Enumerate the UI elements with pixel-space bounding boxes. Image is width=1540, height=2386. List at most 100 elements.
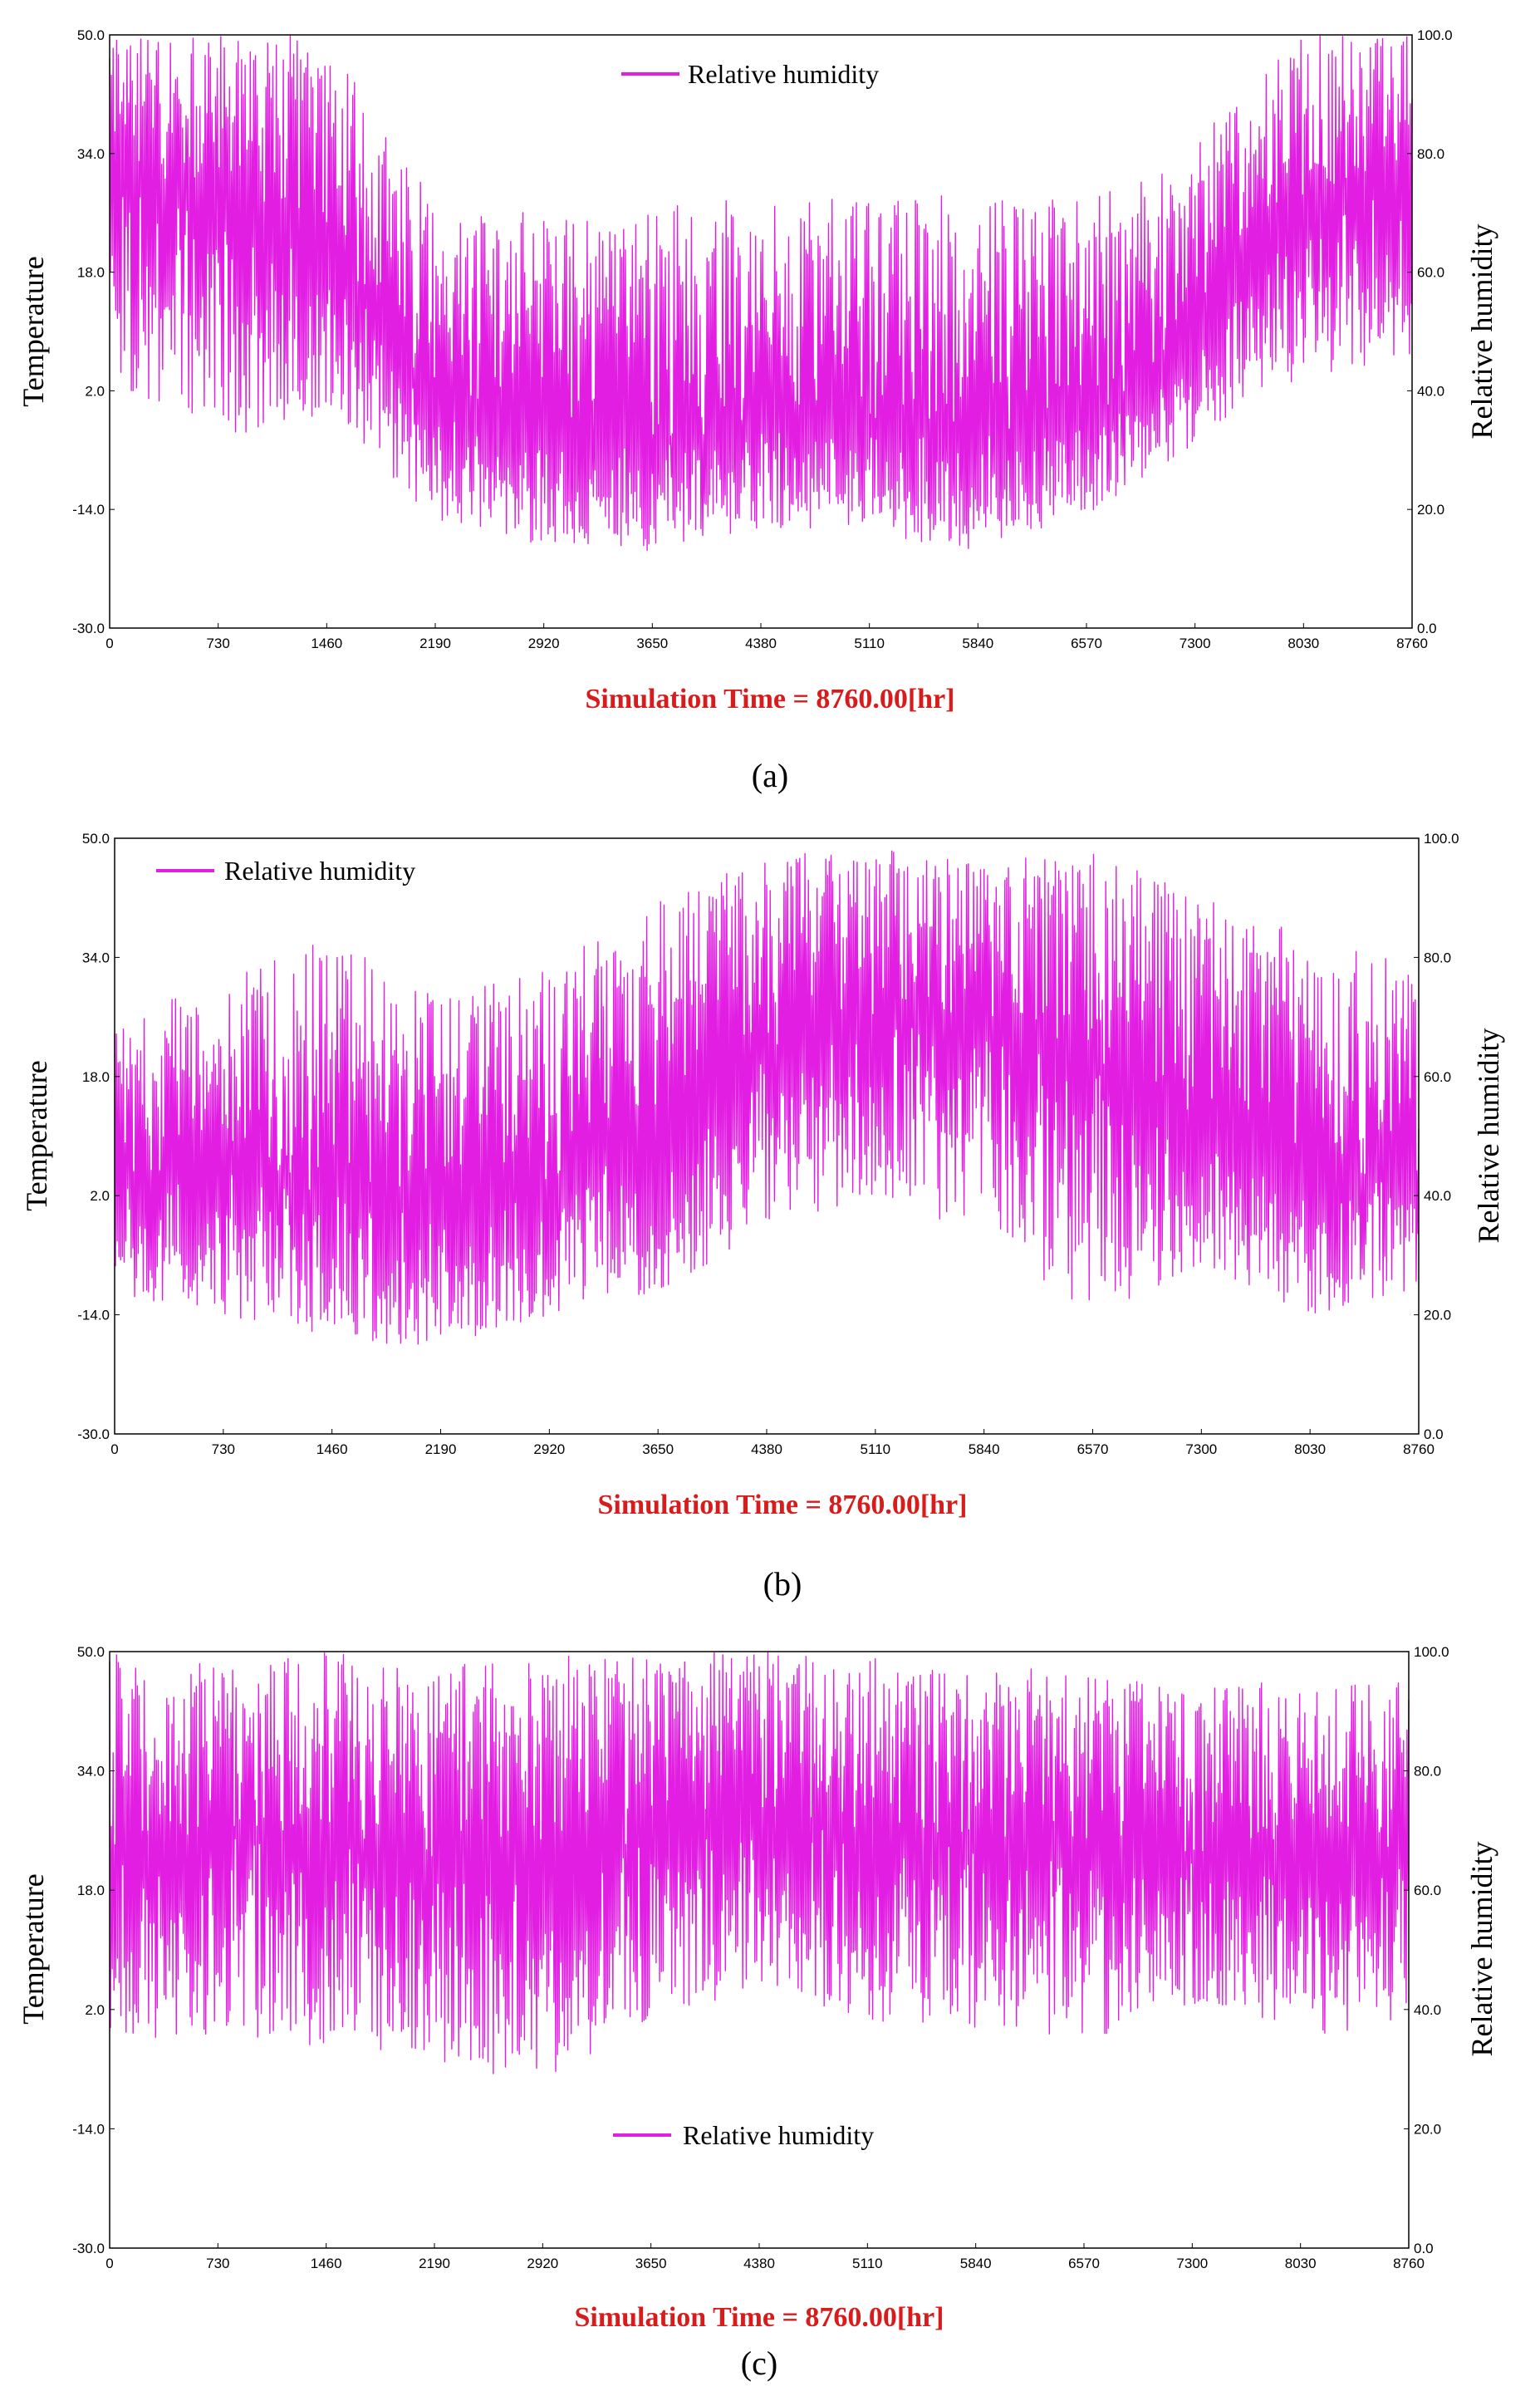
left-tick-label: 34.0 — [77, 1764, 105, 1780]
x-tick-label: 5840 — [962, 636, 993, 651]
y-axis-title-right: Relative humidity — [1472, 1029, 1505, 1244]
x-tick-label: 0 — [105, 636, 113, 651]
right-axis-ticks: 100.0 80.0 60.0 40.0 20.0 0.0 — [1404, 1644, 1449, 2256]
x-tick-label: 730 — [206, 2256, 229, 2271]
left-axis-ticks: 50.0 34.0 18.0 2.0 -14.0 -30.0 — [72, 1644, 115, 2256]
x-axis-title: Simulation Time = 8760.00[hr] — [597, 1490, 967, 1520]
x-tick-label: 4380 — [743, 2256, 775, 2271]
right-axis-ticks: 100.0 80.0 60.0 40.0 20.0 0.0 — [1414, 831, 1459, 1442]
left-tick-label: 2.0 — [85, 2002, 105, 2018]
x-tick-label: 6570 — [1071, 636, 1102, 651]
x-tick-label: 7300 — [1185, 1441, 1217, 1457]
panel-label: (c) — [741, 2344, 777, 2382]
x-tick-label: 7300 — [1176, 2256, 1208, 2271]
series-line — [109, 35, 1413, 552]
series-relative-humidity — [114, 850, 1420, 1345]
series-relative-humidity — [109, 1652, 1410, 2074]
series-line — [109, 1652, 1410, 2074]
y-axis-title-right: Relative humidity — [1465, 1842, 1498, 2057]
left-tick-label: -30.0 — [77, 1426, 110, 1442]
right-tick-label: 40.0 — [1424, 1188, 1451, 1204]
y-axis-title-right: Relative humidity — [1465, 224, 1498, 439]
right-tick-label: 40.0 — [1417, 383, 1444, 399]
left-tick-label: 18.0 — [77, 1883, 105, 1898]
x-tick-label: 4380 — [751, 1441, 782, 1457]
x-tick-label: 3650 — [635, 2256, 667, 2271]
right-tick-label: 60.0 — [1424, 1069, 1451, 1085]
x-tick-label: 6570 — [1077, 1441, 1109, 1457]
x-tick-label: 0 — [110, 1441, 118, 1457]
right-tick-label: 40.0 — [1414, 2002, 1441, 2018]
right-tick-label: 20.0 — [1417, 502, 1444, 518]
x-tick-label: 5110 — [852, 2256, 883, 2271]
chart-panel-b: Relative humidity 0 730 1460 2190 2920 3650 43… — [20, 831, 1505, 1603]
right-tick-label: 20.0 — [1424, 1308, 1451, 1323]
right-tick-label: 60.0 — [1414, 1883, 1441, 1898]
left-tick-label: -14.0 — [77, 1308, 110, 1323]
x-tick-label: 5840 — [969, 1441, 1000, 1457]
right-axis-ticks: 100.0 80.0 60.0 40.0 20.0 0.0 — [1407, 27, 1453, 636]
left-tick-label: 50.0 — [77, 27, 105, 43]
x-tick-label: 4380 — [745, 636, 777, 651]
x-tick-label: 3650 — [636, 636, 668, 651]
chart-panel-a: Relative humidity 0 730 1460 2190 2920 3650 43… — [17, 27, 1498, 794]
x-tick-label: 2920 — [528, 636, 560, 651]
x-tick-label: 1460 — [316, 1441, 348, 1457]
left-tick-label: -30.0 — [72, 2241, 105, 2256]
x-tick-label: 2920 — [527, 2256, 558, 2271]
series-line — [114, 850, 1420, 1345]
x-axis-title: Simulation Time = 8760.00[hr] — [574, 2302, 944, 2333]
right-tick-label: 100.0 — [1414, 1644, 1449, 1660]
left-tick-label: -14.0 — [72, 2121, 105, 2137]
left-tick-label: -14.0 — [72, 502, 105, 518]
x-axis-ticks: 0 730 1460 2190 2920 3650 4380 5110 5840 6570 7300… — [105, 2243, 1425, 2271]
x-tick-label: 2190 — [425, 1441, 457, 1457]
y-axis-title-left: Temperature — [20, 1060, 53, 1210]
x-tick-label: 8030 — [1285, 2256, 1317, 2271]
left-axis-ticks: 50.0 34.0 18.0 2.0 -14.0 -30.0 — [77, 831, 120, 1442]
x-tick-label: 8760 — [1396, 636, 1428, 651]
left-tick-label: 50.0 — [82, 831, 110, 847]
left-axis-ticks: 50.0 34.0 18.0 2.0 -14.0 -30.0 — [72, 27, 115, 636]
left-tick-label: 18.0 — [82, 1069, 110, 1085]
legend-label: Relative humidity — [224, 856, 415, 886]
x-tick-label: 0 — [105, 2256, 113, 2271]
x-tick-label: 8760 — [1403, 1441, 1435, 1457]
right-tick-label: 80.0 — [1417, 146, 1444, 162]
left-tick-label: 34.0 — [77, 146, 105, 162]
left-tick-label: 50.0 — [77, 1644, 105, 1660]
x-tick-label: 2190 — [419, 636, 451, 651]
left-tick-label: 18.0 — [77, 265, 105, 281]
x-tick-label: 730 — [212, 1441, 235, 1457]
x-axis-ticks: 0 730 1460 2190 2920 3650 4380 5110 5840 6570 7300… — [110, 1429, 1435, 1457]
x-tick-label: 1460 — [311, 636, 342, 651]
x-tick-label: 8030 — [1287, 636, 1319, 651]
right-tick-label: 100.0 — [1424, 831, 1459, 847]
left-tick-label: -30.0 — [72, 621, 105, 636]
right-tick-label: 0.0 — [1424, 1426, 1444, 1442]
x-tick-label: 1460 — [311, 2256, 342, 2271]
x-tick-label: 2190 — [419, 2256, 450, 2271]
panel-label: (a) — [752, 757, 788, 794]
left-tick-label: 2.0 — [90, 1188, 110, 1204]
x-tick-label: 5110 — [861, 1441, 891, 1457]
x-tick-label: 6570 — [1068, 2256, 1100, 2271]
x-axis-ticks: 0 730 1460 2190 2920 3650 4380 5110 5840 6570 7300… — [105, 623, 1428, 651]
y-axis-title-left: Temperature — [17, 256, 50, 406]
right-tick-label: 0.0 — [1414, 2241, 1434, 2256]
x-tick-label: 5110 — [854, 636, 885, 651]
chart-panel-c: Relative humidity 0 730 1460 2190 2920 3650 43… — [17, 1644, 1498, 2382]
y-axis-title-left: Temperature — [17, 1873, 50, 2024]
x-tick-label: 7300 — [1180, 636, 1211, 651]
right-tick-label: 100.0 — [1417, 27, 1453, 43]
x-axis-title: Simulation Time = 8760.00[hr] — [585, 684, 954, 714]
legend-label: Relative humidity — [683, 2120, 874, 2150]
right-tick-label: 80.0 — [1414, 1764, 1441, 1780]
left-tick-label: 34.0 — [82, 950, 110, 965]
panel-label: (b) — [763, 1565, 802, 1603]
x-tick-label: 2920 — [533, 1441, 565, 1457]
legend-label: Relative humidity — [688, 59, 879, 89]
x-tick-label: 5840 — [960, 2256, 992, 2271]
right-tick-label: 80.0 — [1424, 950, 1451, 965]
